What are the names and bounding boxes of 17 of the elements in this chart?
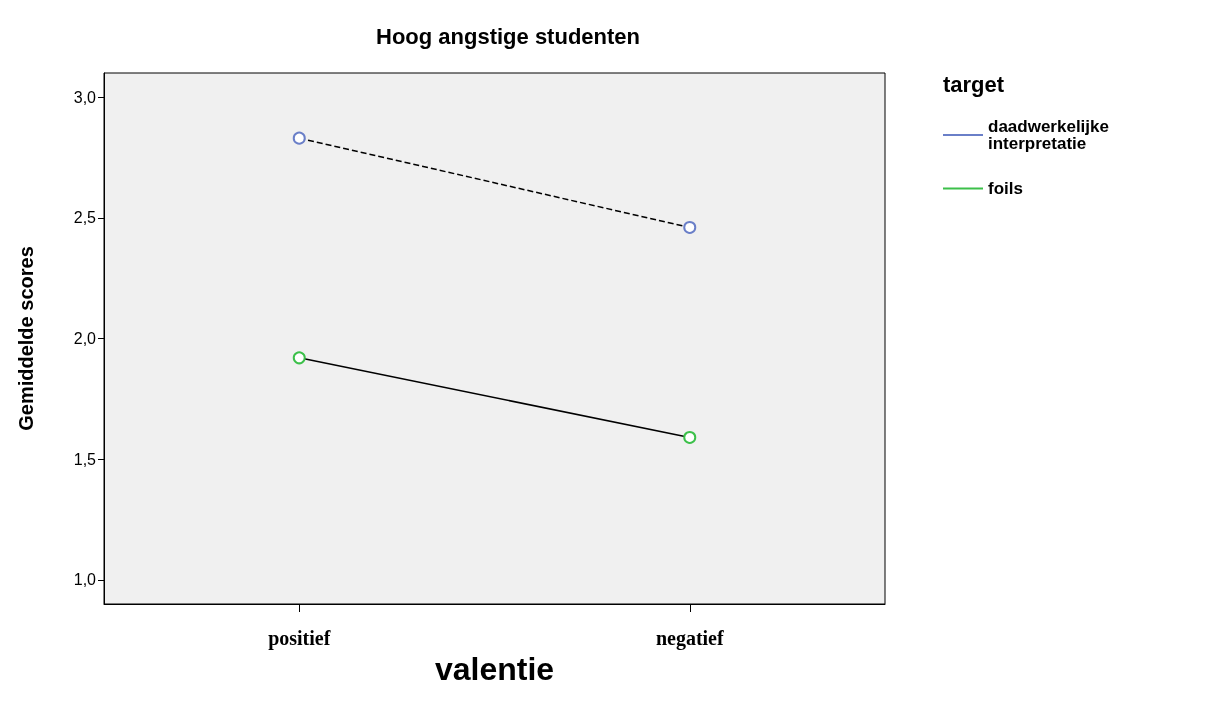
legend-label: foils: [988, 179, 1023, 198]
x-tick-label: negatief: [655, 627, 724, 650]
y-tick-label: 2,5: [73, 209, 97, 227]
y-tick-label: 1,5: [73, 450, 97, 468]
point: [683, 220, 697, 234]
x-tick-label: positief: [268, 627, 331, 650]
y-tick-label: 1,0: [73, 571, 97, 589]
point: [292, 131, 306, 145]
x-axis-title: valentie: [434, 650, 555, 687]
y-tick-label: 2,0: [73, 330, 97, 347]
point: [292, 351, 306, 365]
chart-title: Hoog angstige studenten: [376, 23, 640, 49]
point: [683, 430, 697, 444]
y-axis-title: Gemiddelde scores: [15, 246, 37, 431]
legend-title: target: [943, 71, 1005, 97]
y-tick-label: 3,0: [73, 88, 97, 106]
legend-label: daadwerkelijke interpretatie: [988, 117, 1109, 153]
